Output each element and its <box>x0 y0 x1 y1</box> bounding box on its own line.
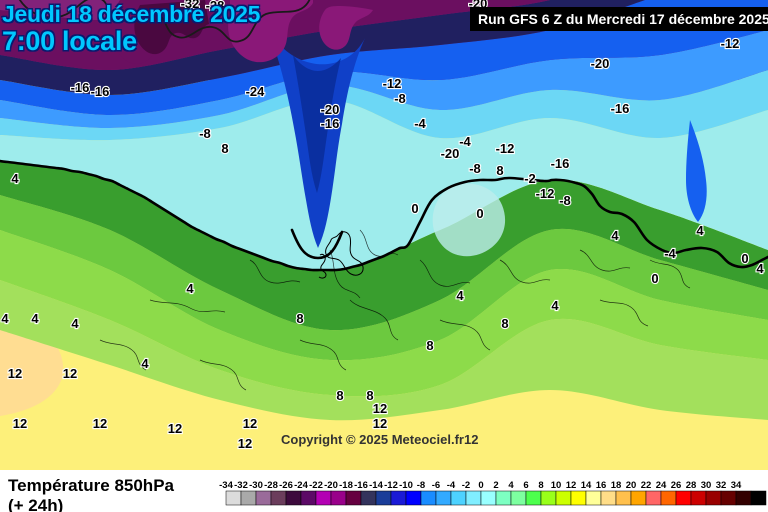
svg-text:-30: -30 <box>249 480 263 491</box>
svg-text:-8: -8 <box>394 91 406 106</box>
svg-text:-12: -12 <box>384 480 398 491</box>
svg-text:-12: -12 <box>536 186 555 201</box>
svg-text:-16: -16 <box>91 84 110 99</box>
svg-text:-12: -12 <box>383 76 402 91</box>
svg-text:-8: -8 <box>417 480 425 491</box>
svg-text:22: 22 <box>641 480 652 491</box>
svg-text:-16: -16 <box>71 80 90 95</box>
svg-text:0: 0 <box>411 201 418 216</box>
svg-text:-8: -8 <box>559 193 571 208</box>
svg-text:-20: -20 <box>324 480 338 491</box>
svg-text:4: 4 <box>551 298 559 313</box>
svg-text:14: 14 <box>581 480 592 491</box>
svg-text:-4: -4 <box>664 246 676 261</box>
svg-text:12: 12 <box>168 421 182 436</box>
svg-text:12: 12 <box>238 436 252 451</box>
svg-text:8: 8 <box>426 338 433 353</box>
svg-text:-14: -14 <box>369 480 383 491</box>
svg-text:-18: -18 <box>339 480 353 491</box>
svg-text:12: 12 <box>13 416 27 431</box>
svg-text:-26: -26 <box>279 480 293 491</box>
svg-text:26: 26 <box>671 480 682 491</box>
svg-text:32: 32 <box>716 480 727 491</box>
svg-text:30: 30 <box>701 480 712 491</box>
svg-text:0: 0 <box>651 271 658 286</box>
svg-text:12: 12 <box>93 416 107 431</box>
svg-text:8: 8 <box>496 163 503 178</box>
svg-text:4: 4 <box>11 171 19 186</box>
svg-text:-2: -2 <box>462 480 470 491</box>
svg-text:10: 10 <box>551 480 562 491</box>
svg-text:-12: -12 <box>721 36 740 51</box>
svg-text:8: 8 <box>366 388 373 403</box>
svg-text:8: 8 <box>336 388 343 403</box>
svg-text:-8: -8 <box>469 161 481 176</box>
svg-text:-20: -20 <box>591 56 610 71</box>
svg-text:12: 12 <box>63 366 77 381</box>
svg-text:-4: -4 <box>414 116 426 131</box>
svg-text:-16: -16 <box>611 101 630 116</box>
svg-text:24: 24 <box>656 480 667 491</box>
svg-text:8: 8 <box>296 311 303 326</box>
svg-text:20: 20 <box>626 480 637 491</box>
svg-text:8: 8 <box>501 316 508 331</box>
svg-text:8: 8 <box>538 480 543 491</box>
svg-text:4: 4 <box>31 311 39 326</box>
svg-text:-16: -16 <box>551 156 570 171</box>
svg-text:2: 2 <box>493 480 498 491</box>
svg-text:4: 4 <box>756 261 764 276</box>
svg-text:12: 12 <box>373 416 387 431</box>
svg-text:4: 4 <box>611 228 619 243</box>
svg-text:28: 28 <box>686 480 697 491</box>
svg-text:0: 0 <box>476 206 483 221</box>
svg-text:-16: -16 <box>354 480 368 491</box>
svg-text:12: 12 <box>8 366 22 381</box>
svg-text:12: 12 <box>243 416 257 431</box>
svg-text:-24: -24 <box>294 480 308 491</box>
svg-text:34: 34 <box>731 480 742 491</box>
svg-text:4: 4 <box>141 356 149 371</box>
svg-text:6: 6 <box>523 480 528 491</box>
svg-text:-16: -16 <box>321 116 340 131</box>
svg-text:4: 4 <box>696 223 704 238</box>
svg-text:0: 0 <box>741 251 748 266</box>
svg-text:-34: -34 <box>219 480 233 491</box>
svg-text:12: 12 <box>566 480 577 491</box>
svg-text:-2: -2 <box>524 171 536 186</box>
svg-text:-4: -4 <box>447 480 456 491</box>
svg-text:4: 4 <box>71 316 79 331</box>
svg-text:0: 0 <box>478 480 483 491</box>
svg-text:-20: -20 <box>441 146 460 161</box>
svg-text:-8: -8 <box>199 126 211 141</box>
svg-text:16: 16 <box>596 480 607 491</box>
svg-text:4: 4 <box>456 288 464 303</box>
svg-text:12: 12 <box>373 401 387 416</box>
svg-text:4: 4 <box>508 480 514 491</box>
svg-text:8: 8 <box>221 141 228 156</box>
svg-text:-28: -28 <box>264 480 278 491</box>
svg-text:-20: -20 <box>321 102 340 117</box>
svg-text:-12: -12 <box>496 141 515 156</box>
svg-text:-32: -32 <box>234 480 248 491</box>
svg-text:-4: -4 <box>459 134 471 149</box>
svg-text:4: 4 <box>1 311 9 326</box>
svg-text:-6: -6 <box>432 480 440 491</box>
svg-text:4: 4 <box>186 281 194 296</box>
svg-text:18: 18 <box>611 480 622 491</box>
svg-text:-24: -24 <box>246 84 266 99</box>
svg-text:-10: -10 <box>399 480 413 491</box>
svg-text:-22: -22 <box>309 480 323 491</box>
